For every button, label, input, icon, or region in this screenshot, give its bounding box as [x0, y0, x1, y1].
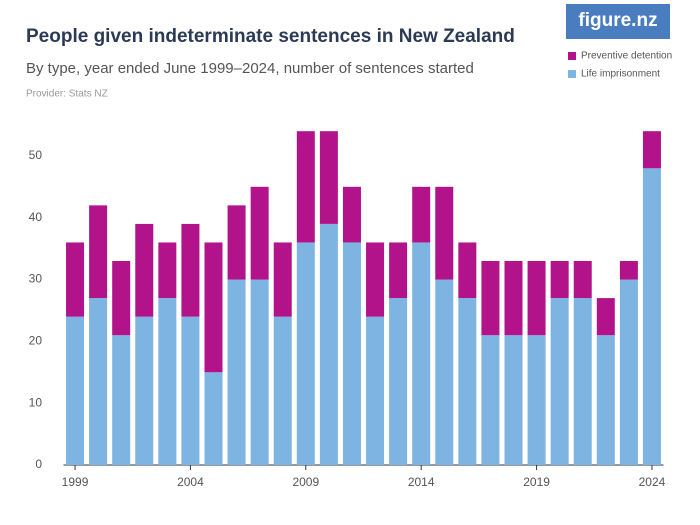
legend-label: Preventive detention [581, 51, 672, 62]
bar-segment [66, 242, 85, 317]
y-tick-label: 40 [29, 210, 43, 224]
y-tick-label: 30 [29, 272, 43, 286]
x-tick-label: 2019 [523, 475, 550, 489]
y-tick-label: 20 [29, 334, 43, 348]
bar-segment [250, 186, 269, 280]
bar-segment [112, 335, 131, 465]
bar-segment [319, 223, 338, 465]
bar-segment [435, 186, 454, 280]
x-tick-label: 2009 [292, 475, 319, 489]
bar-segment [458, 242, 477, 299]
bar-segment [181, 223, 200, 317]
bar-segment [366, 316, 385, 465]
x-tick-label: 2004 [177, 475, 204, 489]
bar-segment [204, 242, 223, 373]
logo-box [566, 4, 670, 39]
legend-label: Life imprisonment [581, 69, 660, 80]
bar-segment [66, 316, 85, 465]
bar-segment [458, 298, 477, 465]
bar-segment [550, 261, 569, 299]
bar-segment [250, 279, 269, 465]
x-tick-label: 2014 [408, 475, 435, 489]
provider: Provider: Stats NZ [26, 89, 108, 100]
bar-segment [158, 242, 177, 299]
x-tick-label: 2024 [639, 475, 666, 489]
bar-segment [527, 335, 546, 465]
bar-segment [596, 335, 615, 465]
bar-segment [227, 279, 246, 465]
bar-segment [342, 186, 361, 243]
bar-segment [204, 372, 223, 465]
bar-segment [527, 261, 546, 336]
bar-segment [619, 279, 638, 465]
legend-swatch [568, 70, 576, 78]
chart-title: People given indeterminate sentences in … [26, 26, 515, 47]
bar-segment [573, 298, 592, 465]
bar-segment [642, 131, 661, 169]
x-tick-label: 1999 [62, 475, 89, 489]
bar-segment [481, 261, 500, 336]
legend-swatch [568, 52, 576, 60]
bar-segment [342, 242, 361, 465]
bar-segment [273, 242, 292, 317]
bar-segment [89, 205, 108, 299]
bar-segment [573, 261, 592, 299]
bar-segment [550, 298, 569, 465]
bar-segment [135, 223, 154, 317]
logo: figure.nz [578, 10, 657, 31]
bar-segment [481, 335, 500, 465]
bar-segment [227, 205, 246, 280]
bar-segment [158, 298, 177, 465]
y-tick-label: 50 [29, 148, 43, 162]
bar-segment [412, 242, 431, 465]
bar-segment [273, 316, 292, 465]
bar-segment [504, 335, 523, 465]
bar-segment [412, 186, 431, 243]
y-tick-label: 10 [29, 395, 43, 409]
bar-segment [596, 298, 615, 336]
bar-segment [642, 168, 661, 466]
y-tick-label: 0 [35, 457, 42, 471]
bar-segment [296, 131, 315, 243]
bar-segment [112, 261, 131, 336]
bar-segment [181, 316, 200, 465]
bar-segment [319, 131, 338, 224]
bar-segment [389, 242, 408, 299]
bar-segment [619, 261, 638, 280]
bar-segment [435, 279, 454, 465]
bar-segment [389, 298, 408, 465]
bar-segment [366, 242, 385, 317]
bar-segment [296, 242, 315, 465]
chart-subtitle: By type, year ended June 1999–2024, numb… [26, 60, 474, 77]
bar-segment [135, 316, 154, 465]
bar-segment [89, 298, 108, 465]
bar-segment [504, 261, 523, 336]
